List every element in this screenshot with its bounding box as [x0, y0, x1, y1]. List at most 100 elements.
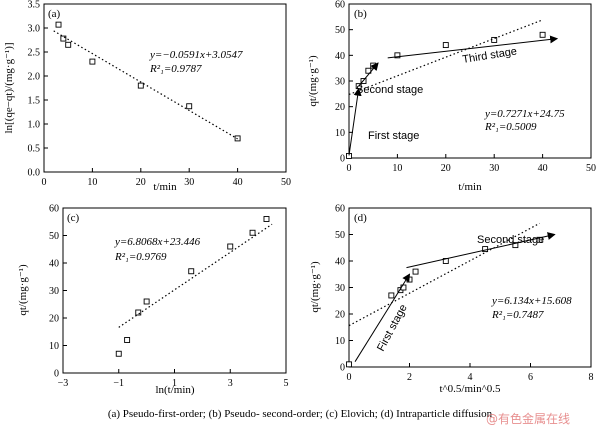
data-point	[442, 42, 449, 49]
x-tick-label: 50	[586, 163, 596, 174]
y-axis-label: qt/(mg·g⁻¹)	[307, 55, 319, 107]
data-point	[143, 298, 150, 305]
y-tick-label: 10	[335, 128, 345, 139]
x-tick-label: 4	[468, 372, 473, 383]
stage-arrow	[406, 232, 556, 269]
x-tick-label: 8	[589, 372, 594, 383]
y-axis-label: qt/(mg·g⁻¹)	[309, 261, 321, 313]
x-tick-label: 20	[136, 177, 146, 188]
y-tick-label: 1.5	[28, 96, 41, 107]
data-point	[536, 236, 543, 243]
y-tick-label: 60	[335, 204, 345, 215]
x-tick-label: 20	[441, 163, 451, 174]
x-axis-label: t/min	[458, 181, 482, 193]
x-axis-label: ln(t/min)	[155, 384, 194, 396]
data-point	[394, 52, 401, 59]
fit-equation: y=6.134x+15.608	[491, 295, 572, 307]
x-tick-label: 40	[233, 177, 243, 188]
y-tick-label: 0	[340, 363, 345, 374]
x-tick-label: 50	[281, 177, 291, 188]
y-tick-label: 2.0	[28, 72, 41, 83]
y-tick-label: 3.0	[28, 24, 41, 35]
fit-r-squared: R²₁=0.9769	[114, 251, 167, 263]
stage-arrow	[387, 35, 559, 59]
data-point	[539, 31, 546, 38]
panel-label: (b)	[354, 8, 367, 20]
y-tick-label: 40	[335, 257, 345, 268]
data-point	[115, 350, 122, 357]
data-point	[186, 103, 193, 110]
y-tick-label: 60	[335, 0, 345, 11]
y-tick-label: 0.5	[28, 144, 41, 155]
x-tick-label: 1	[172, 378, 177, 389]
data-point	[412, 268, 419, 275]
panel-d: 0 2 4 6 8 0 10 20 30 40 50 60 (d) y=6.134x+15.608 R²₁=…	[309, 204, 594, 396]
figure: 0 10 20 30 40 500.00.51.01.52.02.53.03.5(a)y=…	[3, 0, 596, 397]
panel-c: −3 −1 1 3 50102030405060(c)y=6.8068x+23.446R…	[17, 204, 289, 397]
x-tick-label: −1	[113, 378, 124, 389]
stage-arrow	[348, 87, 362, 156]
y-tick-label: 50	[335, 230, 345, 241]
y-tick-label: 30	[335, 283, 345, 294]
panel-label: (a)	[48, 8, 61, 20]
fit-line	[348, 19, 543, 96]
stage-label: Second stage	[477, 234, 544, 246]
fit-line	[53, 30, 238, 140]
y-tick-label: 0	[54, 369, 59, 380]
fit-r-squared: R²₁=0.5009	[484, 121, 537, 133]
x-tick-label: 0	[42, 177, 47, 188]
data-point	[388, 292, 395, 299]
data-point	[60, 35, 67, 42]
plot-frame	[43, 3, 287, 173]
y-tick-label: 10	[335, 336, 345, 347]
x-axis-label: t/min	[153, 181, 177, 193]
data-point	[188, 268, 195, 275]
y-axis-label: qt/(mg·g⁻¹)	[17, 264, 29, 316]
fit-equation: y=0.7271x+24.75	[484, 108, 565, 120]
fit-equation: y=−0.0591x+3.0547	[149, 49, 243, 61]
data-point	[65, 41, 72, 48]
data-point	[227, 243, 234, 250]
stage-arrow	[354, 273, 411, 362]
data-point	[137, 82, 144, 89]
stage-label: Second stage	[356, 84, 423, 96]
figure-caption: (a) Pseudo-first-order; (b) Pseudo- seco…	[107, 408, 493, 420]
y-tick-label: 10	[49, 341, 59, 352]
y-tick-label: 0	[340, 154, 345, 165]
watermark: @有色金属在线	[486, 412, 571, 426]
x-tick-label: 2	[407, 372, 412, 383]
y-tick-label: 1.0	[28, 120, 41, 131]
x-tick-label: 40	[538, 163, 548, 174]
x-tick-label: 6	[528, 372, 533, 383]
y-axis-label: ln[(qe−qt)/(mg·g⁻¹)]	[3, 42, 15, 133]
data-point	[135, 309, 142, 316]
y-tick-label: 50	[335, 25, 345, 36]
x-tick-label: 10	[392, 163, 402, 174]
x-tick-label: 10	[87, 177, 97, 188]
stage-label: First stage	[375, 302, 410, 353]
panel-b: 0 10 20 30 40 50 0 10 20 30 40 50 60 (b) y=0.7271x+24.…	[307, 0, 596, 193]
y-tick-label: 40	[49, 259, 59, 270]
y-tick-label: 30	[335, 77, 345, 88]
x-axis-label: t^0.5/min^0.5	[439, 383, 501, 395]
y-tick-label: 20	[335, 310, 345, 321]
data-point	[55, 21, 62, 28]
x-tick-label: 0	[347, 163, 352, 174]
x-tick-label: 30	[184, 177, 194, 188]
y-tick-label: 0.0	[28, 168, 41, 179]
stage-label: First stage	[368, 130, 419, 142]
fit-line	[348, 222, 540, 327]
panel-label: (c)	[67, 212, 80, 224]
y-tick-label: 2.5	[28, 48, 41, 59]
fit-equation: y=6.8068x+23.446	[114, 236, 201, 248]
data-point	[263, 216, 270, 222]
y-tick-label: 40	[335, 51, 345, 62]
data-point	[89, 58, 96, 65]
y-tick-label: 60	[49, 204, 59, 215]
x-tick-label: 0	[347, 372, 352, 383]
x-tick-label: −3	[58, 378, 69, 389]
fit-r-squared: R²₁=0.7487	[491, 309, 544, 321]
data-point	[124, 337, 131, 343]
stage-arrow	[358, 62, 379, 87]
panel-a: 0 10 20 30 40 50 0.0 0.5 1.0 1.5 2.0 2.5 3.0 3.5 (a) y=…	[3, 0, 291, 193]
